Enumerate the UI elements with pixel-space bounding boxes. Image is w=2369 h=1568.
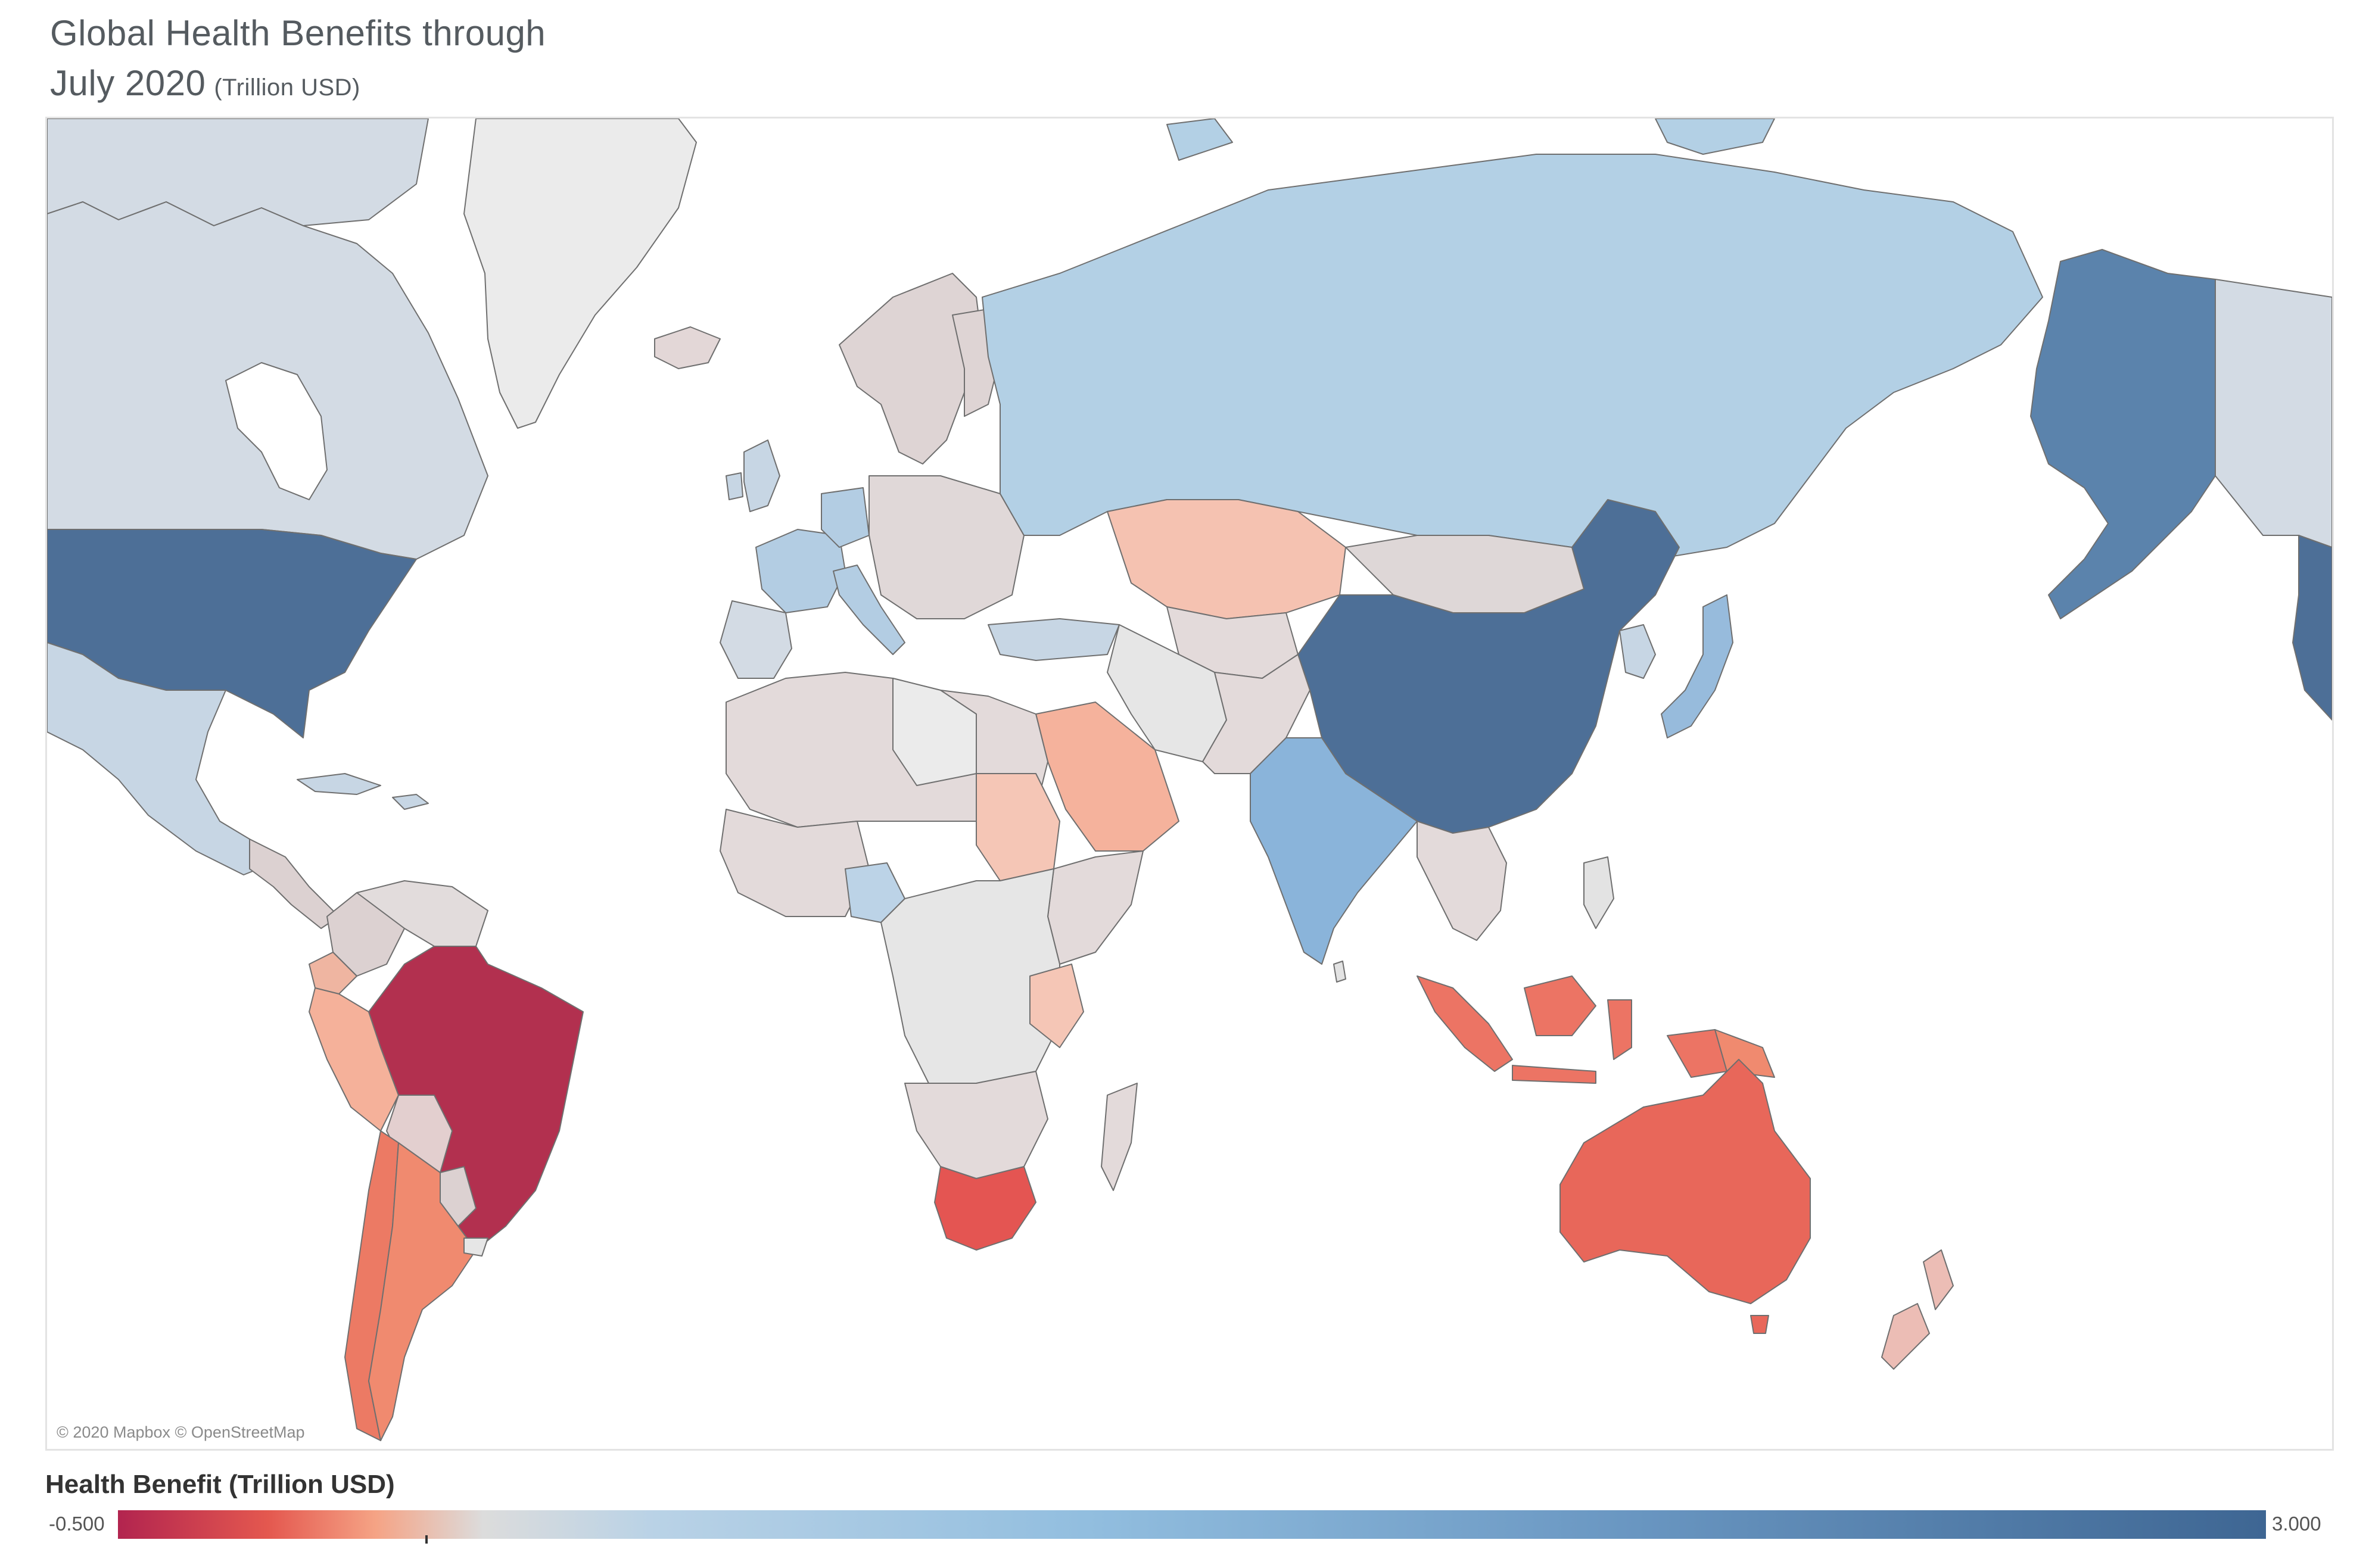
map-attribution: © 2020 Mapbox © OpenStreetMap [57,1423,305,1441]
argentina-region[interactable] [368,1142,477,1441]
iceland-region[interactable] [654,326,721,369]
arctic-island-ne[interactable] [1655,119,1775,155]
central-america-region[interactable] [249,838,340,929]
west-africa-region[interactable] [720,809,870,917]
india-region[interactable] [1250,737,1418,965]
ecuador-region[interactable] [309,952,357,995]
southeast-asia-region[interactable] [1417,821,1507,941]
hispaniola-region[interactable] [392,794,429,810]
united-states-wrap-region[interactable] [2292,535,2332,721]
philippines-region[interactable] [1583,856,1614,929]
map-title: Global Health Benefits through [50,13,546,53]
legend-color-scale[interactable] [118,1510,2266,1539]
hudson-bay [225,362,328,500]
madagascar-region[interactable] [1101,1083,1138,1191]
uruguay-region[interactable] [463,1237,488,1257]
map-title-date: July 2020 (Trillion USD) [50,58,546,113]
sudan-region[interactable] [976,773,1060,881]
greenland-region[interactable] [463,119,697,429]
new-zealand-south-region[interactable] [1881,1303,1930,1370]
cuba-region[interactable] [297,773,381,795]
japan-region[interactable] [1661,594,1733,738]
arctic-islands-region[interactable] [47,119,429,226]
south-africa-region[interactable] [934,1166,1036,1251]
ireland-region[interactable] [726,472,743,500]
legend-title: Health Benefit (Trillion USD) [45,1470,395,1499]
java-region[interactable] [1512,1065,1596,1084]
indonesia-region[interactable] [1417,975,1513,1072]
korea-region[interactable] [1619,624,1656,679]
sri-lanka-region[interactable] [1333,961,1346,983]
arctic-island-nw[interactable] [1166,119,1233,161]
russia-region[interactable] [982,154,2043,560]
legend-max-label: 3.000 [2272,1513,2321,1535]
france-region[interactable] [755,529,846,613]
peru-region[interactable] [309,987,399,1131]
southern-africa-region[interactable] [904,1071,1048,1179]
papua-new-guinea-region[interactable] [1714,1029,1775,1078]
borneo-region[interactable] [1524,975,1596,1036]
canada-wrap-region[interactable] [2215,279,2332,548]
new-zealand-region[interactable] [1923,1249,1954,1310]
map-title-month: July 2020 [50,63,206,103]
tasmania-region[interactable] [1750,1315,1769,1334]
map-view[interactable]: © 2020 Mapbox © OpenStreetMap [45,117,2334,1451]
eastern-europe-region[interactable] [868,475,1025,619]
uk-region[interactable] [743,439,780,512]
turkey-region[interactable] [988,618,1120,661]
australia-region[interactable] [1559,1059,1811,1304]
east-africa-region[interactable] [1047,850,1144,965]
venezuela-region[interactable] [356,880,488,947]
legend-zero-marker [425,1535,428,1544]
kazakhstan-region[interactable] [1107,499,1346,619]
world-map[interactable] [47,119,2332,1449]
map-title-unit: (Trillion USD) [214,74,360,101]
title-block: Global Health Benefits through July 2020… [50,8,546,113]
scandinavia-region[interactable] [839,273,983,465]
alaska-region[interactable] [2030,249,2216,619]
sulawesi-region[interactable] [1607,999,1632,1060]
kenya-tanzania-region[interactable] [1029,964,1084,1048]
legend-min-label: -0.500 [49,1513,105,1535]
germany-region[interactable] [821,487,870,548]
iberia-region[interactable] [720,600,792,679]
italy-region[interactable] [833,565,905,655]
